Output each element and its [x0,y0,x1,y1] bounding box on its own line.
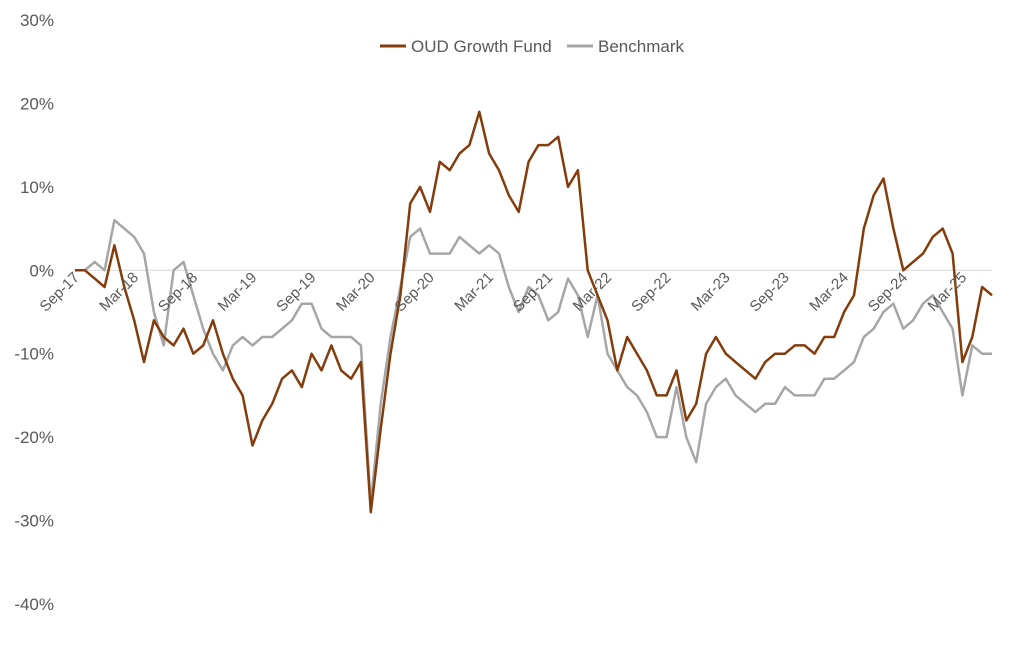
x-tick-label: Sep-22 [628,269,674,315]
x-tick-label: Sep-23 [747,269,793,315]
x-tick-label: Mar-18 [96,269,142,315]
x-tick-label: Mar-24 [806,269,852,315]
series-line-fund [75,110,993,514]
x-tick-label: Sep-21 [510,269,556,315]
y-tick-label: 0% [29,261,54,280]
y-tick-label: -40% [14,595,54,614]
y-tick-label: -10% [14,345,54,364]
x-tick-label: Mar-20 [333,269,379,315]
y-tick-label: -20% [14,428,54,447]
y-tick-label: 10% [20,178,54,197]
y-tick-label: 30% [20,11,54,30]
legend-label-benchmark: Benchmark [598,37,684,56]
series-line-benchmark [75,218,992,506]
x-tick-label: Mar-23 [688,269,734,315]
series-layer [75,110,993,514]
x-tick-label: Mar-25 [925,269,971,315]
x-tick-label: Mar-21 [451,269,497,315]
x-axis: Sep-17 Mar-18 Sep-18 Mar-19 Sep-19 Mar-20 Sep-… [37,269,971,315]
y-tick-label: -30% [14,512,54,531]
legend-label-fund: OUD Growth Fund [411,37,552,56]
y-axis: 30% 20% 10% 0% -10% -20% -30% -40% [14,11,54,614]
legend: OUD Growth Fund Benchmark [380,37,684,56]
x-tick-label: Mar-19 [215,269,261,315]
x-tick-label: Sep-18 [155,269,201,315]
y-tick-label: 20% [20,94,54,113]
